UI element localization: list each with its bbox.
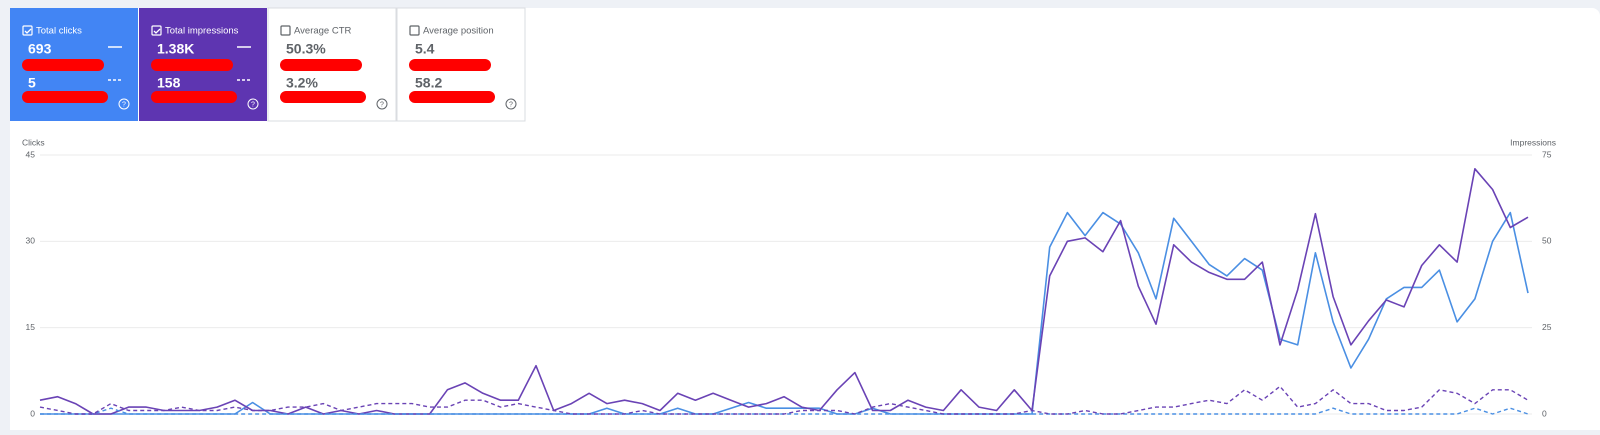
help-mark: ? [122, 101, 126, 108]
y-tick-label: 0 [30, 408, 35, 418]
help-icon [118, 98, 130, 110]
comparison-line [39, 385, 1529, 415]
card-compare: 158 [157, 75, 181, 91]
card-value: 5.4 [415, 41, 435, 57]
checkmark [24, 28, 32, 34]
card-title: Average CTR [294, 26, 352, 37]
checkbox[interactable] [409, 25, 420, 36]
help-icon [376, 98, 388, 110]
checkbox[interactable] [22, 25, 33, 36]
y2-tick-label: 75 [1542, 149, 1552, 159]
checkbox[interactable] [151, 25, 162, 36]
checkbox[interactable] [280, 25, 291, 36]
checkmark [153, 28, 161, 34]
card-compare: 3.2% [286, 75, 318, 91]
redaction [151, 91, 237, 103]
help-icon [247, 98, 259, 110]
y2-tick-label: 25 [1542, 322, 1552, 332]
y-tick-label: 45 [26, 149, 36, 159]
y2-axis-label: Impressions [1510, 137, 1556, 147]
card-title: Average position [423, 26, 494, 37]
card-value: 1.38K [157, 41, 194, 57]
card-title: Total impressions [165, 26, 239, 37]
help-mark: ? [380, 101, 384, 108]
help-icon [505, 98, 517, 110]
redaction [409, 91, 495, 103]
help-mark: ? [509, 101, 513, 108]
redaction [280, 59, 362, 71]
redaction [22, 59, 104, 71]
y-axis-label: Clicks [22, 137, 45, 147]
y2-tick-label: 0 [1542, 408, 1547, 418]
y-tick-label: 30 [26, 236, 36, 246]
redaction [22, 91, 108, 103]
redaction [280, 91, 366, 103]
card-compare: 5 [28, 75, 36, 91]
card-value: 693 [28, 41, 52, 57]
redaction [151, 59, 233, 71]
card-compare: 58.2 [415, 75, 442, 91]
series-line [39, 168, 1529, 415]
y2-tick-label: 50 [1542, 236, 1552, 246]
card-title: Total clicks [36, 26, 82, 37]
y-tick-label: 15 [26, 322, 36, 332]
redaction [409, 59, 491, 71]
card-value: 50.3% [286, 41, 326, 57]
help-mark: ? [251, 101, 255, 108]
